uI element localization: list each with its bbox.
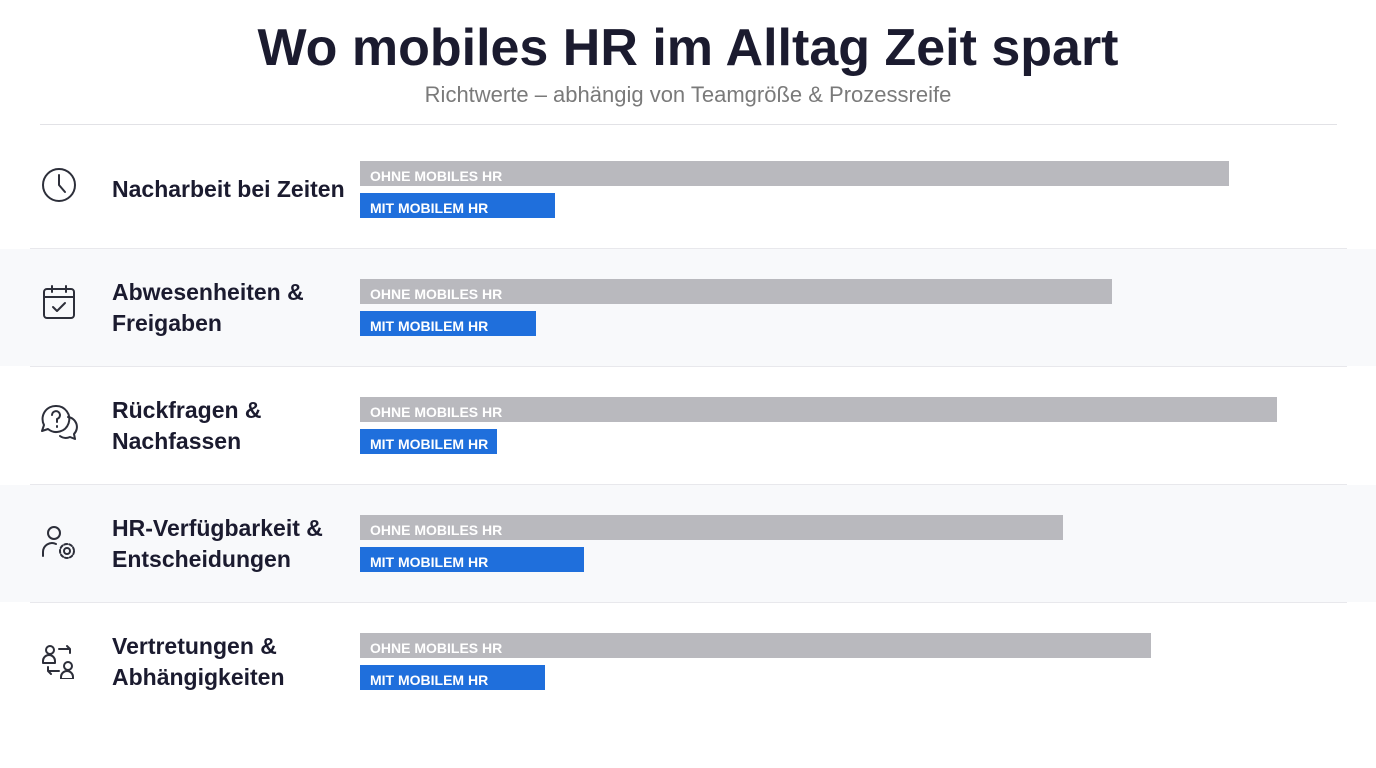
user-settings-icon [42,526,75,559]
bar: OHNE MOBILES HR [360,161,1229,186]
swap-users-icon [42,645,74,679]
bar: MIT MOBILEM HR [360,547,585,572]
bar-label: MIT MOBILEM HR [370,672,489,688]
bar-label: MIT MOBILEM HR [370,554,489,570]
bar-label: OHNE MOBILES HR [370,522,503,538]
bar-label: MIT MOBILEM HR [370,200,489,216]
row-separator [30,366,1347,367]
category-label: Vertretungen & Abhängigkeiten [112,632,285,690]
calendar-icon [43,285,75,319]
bar: MIT MOBILEM HR [360,193,556,218]
row-separator [30,248,1347,249]
bar-label: MIT MOBILEM HR [370,436,489,452]
bar: OHNE MOBILES HR [360,515,1063,540]
bar: MIT MOBILEM HR [360,311,536,336]
divider [40,124,1337,125]
bar: OHNE MOBILES HR [360,397,1278,422]
category-label: HR-Verfügbarkeit & Entscheidungen [112,514,323,572]
bar: MIT MOBILEM HR [360,429,497,454]
clock-icon [42,168,76,202]
bar: OHNE MOBILES HR [360,633,1151,658]
row-separator [30,602,1347,603]
row-background [0,485,1376,602]
bar-label: OHNE MOBILES HR [370,286,503,302]
category-label: Abwesenheiten & Freigaben [112,278,304,336]
row-separator [30,484,1347,485]
chart-subtitle: Richtwerte – abhängig von Teamgröße & Pr… [424,82,952,107]
bar-label: OHNE MOBILES HR [370,640,503,656]
bar: OHNE MOBILES HR [360,279,1112,304]
category-label: Nacharbeit bei Zeiten [112,176,345,202]
question-icon [41,404,78,440]
bar: MIT MOBILEM HR [360,665,546,690]
row-background [0,249,1376,366]
category-label: Rückfragen & Nachfassen [112,396,262,454]
bar-label: OHNE MOBILES HR [370,168,503,184]
bar-label: MIT MOBILEM HR [370,318,489,334]
chart-title: Wo mobiles HR im Alltag Zeit spart [257,19,1119,77]
bar-label: OHNE MOBILES HR [370,404,503,420]
